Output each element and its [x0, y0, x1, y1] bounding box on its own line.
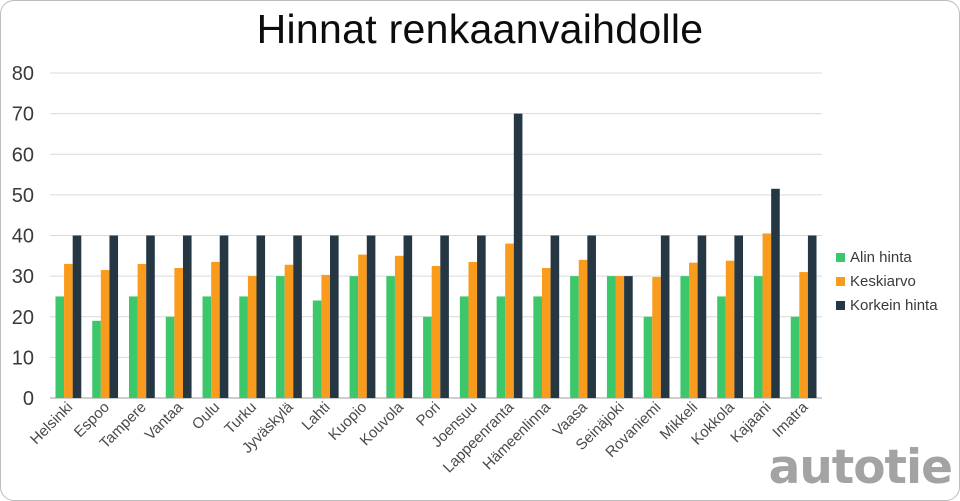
legend-label: Korkein hinta	[850, 296, 938, 314]
bar-keskiarvo	[689, 262, 698, 398]
x-tick-label: Kajaani	[727, 399, 774, 446]
x-tick-label: Vantaa	[142, 398, 187, 443]
bar-keskiarvo	[725, 260, 735, 398]
legend-label: Alin hinta	[850, 248, 912, 266]
bar-keskiarvo	[762, 233, 772, 398]
bar-alin-hinta	[753, 276, 763, 398]
bar-korkein-hinta	[293, 235, 302, 398]
y-tick-label: 20	[12, 307, 34, 329]
bar-keskiarvo	[284, 264, 294, 398]
bar-alin-hinta	[790, 316, 800, 398]
bar-korkein-hinta	[109, 235, 119, 398]
y-tick-label: 30	[12, 266, 34, 288]
y-axis-labels: 0 10 20 30 40 50 60 70 80	[12, 63, 34, 410]
legend-label: Keskiarvo	[850, 272, 916, 290]
bar-alin-hinta	[459, 296, 469, 398]
autotie-logo: autotie	[768, 440, 953, 495]
bar-keskiarvo	[100, 270, 110, 398]
legend-item: Korkein hinta	[836, 293, 938, 317]
bar-korkein-hinta	[366, 235, 376, 398]
bar-alin-hinta	[239, 296, 248, 398]
bar-alin-hinta	[165, 316, 175, 398]
bar-alin-hinta	[202, 296, 212, 398]
bar-keskiarvo	[321, 274, 331, 398]
bar-keskiarvo	[137, 263, 147, 398]
bar-keskiarvo	[615, 276, 625, 398]
bar-alin-hinta	[570, 276, 579, 398]
bar-keskiarvo	[468, 261, 478, 398]
bar-alin-hinta	[55, 296, 65, 398]
legend-item: Keskiarvo	[836, 269, 938, 293]
bar-korkein-hinta	[330, 235, 339, 398]
chart-title: Hinnat renkaanvaihdolle	[256, 6, 704, 52]
bar-alin-hinta	[92, 320, 101, 398]
bar-korkein-hinta	[403, 235, 413, 398]
bar-keskiarvo	[431, 265, 441, 398]
legend-swatch	[836, 300, 845, 310]
y-tick-label: 10	[12, 347, 34, 369]
bar-korkein-hinta	[182, 235, 192, 398]
legend-item: Alin hinta	[836, 245, 938, 269]
bar-keskiarvo	[64, 263, 73, 398]
x-tick-label: Oulu	[189, 399, 223, 433]
y-tick-label: 50	[12, 185, 34, 207]
bars	[55, 113, 817, 398]
bar-alin-hinta	[496, 296, 506, 398]
bar-alin-hinta	[276, 276, 285, 398]
bar-alin-hinta	[423, 316, 432, 398]
bar-keskiarvo	[394, 255, 404, 398]
bar-alin-hinta	[533, 296, 542, 398]
bar-keskiarvo	[247, 276, 257, 398]
bar-korkein-hinta	[440, 235, 449, 398]
bar-korkein-hinta	[219, 235, 229, 398]
bar-korkein-hinta	[146, 235, 155, 398]
bar-keskiarvo	[358, 254, 367, 398]
bar-korkein-hinta	[72, 235, 82, 398]
y-tick-label: 80	[12, 63, 34, 85]
bar-korkein-hinta	[587, 235, 596, 398]
y-tick-label: 0	[23, 388, 34, 410]
bar-korkein-hinta	[807, 235, 817, 398]
bar-keskiarvo	[799, 272, 808, 398]
legend-swatch	[836, 276, 845, 286]
bar-korkein-hinta	[256, 235, 266, 398]
legend-swatch	[836, 252, 845, 262]
bar-keskiarvo	[541, 268, 551, 398]
y-tick-label: 60	[12, 144, 34, 166]
bar-keskiarvo	[578, 259, 588, 398]
bar-keskiarvo	[211, 261, 220, 398]
bar-keskiarvo	[174, 268, 183, 398]
bar-korkein-hinta	[477, 235, 486, 398]
bar-korkein-hinta	[697, 235, 707, 398]
bar-alin-hinta	[606, 276, 616, 398]
bar-alin-hinta	[129, 296, 138, 398]
x-tick-label: Pori	[413, 399, 444, 430]
y-tick-label: 70	[12, 104, 34, 126]
bar-korkein-hinta	[550, 235, 560, 398]
bar-korkein-hinta	[734, 235, 743, 398]
bar-keskiarvo	[505, 243, 514, 398]
bar-alin-hinta	[349, 276, 359, 398]
bar-korkein-hinta	[513, 113, 523, 398]
bar-keskiarvo	[652, 276, 661, 398]
x-tick-label: Helsinki	[27, 399, 76, 448]
x-tick-label: Imatra	[769, 398, 812, 441]
bar-korkein-hinta	[660, 235, 670, 398]
legend: Alin hinta Keskiarvo Korkein hinta	[836, 245, 938, 317]
bar-korkein-hinta	[624, 276, 633, 398]
bar-korkein-hinta	[771, 188, 780, 398]
bar-alin-hinta	[643, 316, 653, 398]
bar-alin-hinta	[386, 276, 395, 398]
bar-alin-hinta	[717, 296, 726, 398]
bar-alin-hinta	[680, 276, 690, 398]
y-tick-label: 40	[12, 226, 34, 248]
bar-alin-hinta	[312, 300, 322, 398]
